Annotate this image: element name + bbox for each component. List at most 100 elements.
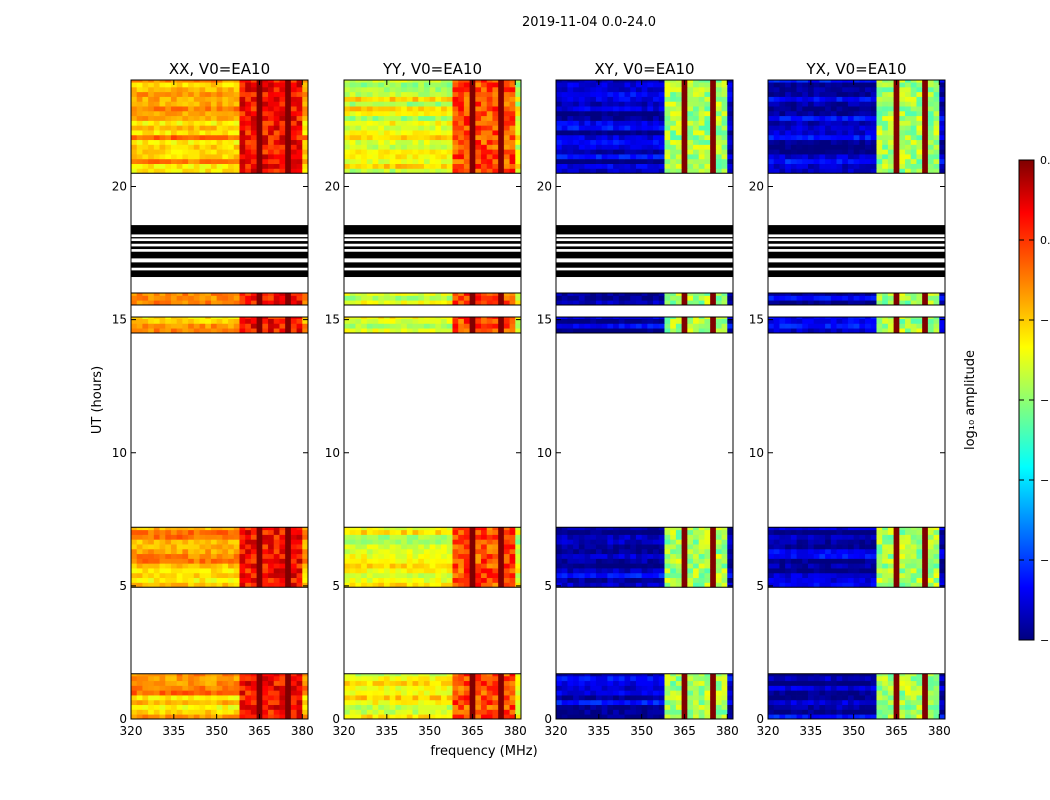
plot-area	[556, 80, 733, 719]
heatmap-cell	[653, 110, 660, 117]
heatmap-cell	[239, 130, 246, 136]
heatmap-cell	[366, 168, 373, 174]
heatmap-cell	[361, 86, 368, 93]
heatmap-cell	[170, 548, 178, 555]
heatmap-cell	[613, 86, 620, 93]
heatmap-cell	[296, 106, 303, 112]
heatmap-cell	[910, 695, 917, 701]
heatmap-cell	[561, 134, 568, 141]
heatmap-cell	[458, 553, 465, 559]
heatmap-cell	[618, 582, 625, 588]
heatmap-cell	[273, 577, 280, 583]
heatmap-cell	[830, 690, 837, 696]
heatmap-cell	[148, 101, 155, 107]
heatmap-cell	[618, 534, 625, 540]
heatmap-cell	[446, 675, 453, 682]
heatmap-cell	[142, 86, 149, 93]
heatmap-cell	[378, 582, 385, 588]
heatmap-cell	[199, 139, 206, 145]
heatmap-cell	[509, 323, 516, 329]
heatmap-cell	[273, 158, 280, 164]
heatmap-cell	[188, 295, 195, 301]
heatmap-cell	[715, 163, 722, 169]
heatmap-cell	[401, 323, 408, 329]
heatmap-cell	[607, 328, 614, 334]
heatmap-cell	[498, 328, 505, 334]
heatmap-cell	[573, 675, 580, 682]
heatmap-cell	[233, 154, 240, 160]
heatmap-cell	[429, 158, 436, 164]
heatmap-cell	[698, 293, 705, 296]
heatmap-cell	[475, 572, 482, 579]
heatmap-cell	[458, 699, 465, 706]
heatmap-cell	[664, 96, 671, 102]
heatmap-cell	[268, 101, 275, 107]
heatmap-cell	[423, 685, 431, 691]
heatmap-cell	[210, 714, 218, 720]
heatmap-cell	[245, 709, 252, 715]
heatmap-cell	[452, 80, 459, 83]
heatmap-cell	[296, 86, 303, 93]
heatmap-cell	[290, 673, 297, 677]
heatmap-cell	[268, 673, 275, 677]
heatmap-cell	[704, 699, 711, 706]
heatmap-cell	[199, 163, 206, 169]
heatmap-cell	[653, 680, 660, 686]
heatmap-cell	[290, 582, 297, 588]
heatmap-cell	[395, 106, 402, 112]
heatmap-cell	[349, 139, 356, 145]
heatmap-cell	[618, 168, 625, 174]
heatmap-cell	[653, 318, 660, 324]
heatmap-cell	[463, 572, 471, 579]
heatmap-cell	[193, 699, 200, 706]
heatmap-cell	[210, 163, 218, 169]
heatmap-cell	[423, 139, 431, 145]
heatmap-cell	[882, 695, 889, 701]
heatmap-cell	[618, 699, 625, 706]
heatmap-cell	[205, 544, 212, 550]
heatmap-cell	[372, 96, 379, 102]
heatmap-cell	[302, 582, 309, 588]
heatmap-cell	[567, 577, 574, 583]
heatmap-cell	[389, 120, 396, 126]
heatmap-cell	[401, 577, 408, 583]
heatmap-cell	[693, 154, 700, 160]
heatmap-cell	[182, 96, 189, 102]
heatmap-cell	[773, 699, 780, 706]
heatmap-cell	[463, 110, 471, 117]
heatmap-cell	[715, 316, 722, 319]
heatmap-cell	[228, 300, 235, 306]
heatmap-cell	[475, 690, 482, 696]
heatmap-cell	[366, 134, 373, 141]
heatmap-cell	[693, 534, 700, 540]
heatmap-cell	[590, 316, 597, 319]
heatmap-cell	[721, 577, 728, 583]
heatmap-cell	[176, 82, 183, 88]
heatmap-cell	[441, 558, 448, 564]
heatmap-cell	[698, 120, 705, 126]
heatmap-cell	[273, 685, 280, 691]
heatmap-cell	[825, 699, 832, 706]
heatmap-cell	[366, 544, 373, 550]
heatmap-cell	[556, 130, 563, 136]
heatmap-cell	[216, 675, 223, 682]
heatmap-cell	[687, 293, 694, 296]
heatmap-cell	[567, 101, 574, 107]
heatmap-cell	[412, 572, 419, 579]
heatmap-cell	[395, 154, 402, 160]
heatmap-cell	[290, 163, 297, 169]
heatmap-cell	[245, 293, 252, 296]
heatmap-cell	[273, 675, 280, 682]
heatmap-cell	[664, 144, 671, 150]
heatmap-cell	[486, 685, 493, 691]
heatmap-cell	[148, 690, 155, 696]
heatmap-cell	[704, 115, 711, 121]
heatmap-cell	[366, 106, 373, 112]
heatmap-cell	[693, 86, 700, 93]
heatmap-cell	[675, 110, 683, 117]
heatmap-cell	[199, 539, 206, 545]
heatmap-cell	[825, 695, 832, 701]
heatmap-cell	[675, 704, 683, 710]
heatmap-cell	[383, 316, 391, 319]
heatmap-cell	[670, 163, 677, 169]
